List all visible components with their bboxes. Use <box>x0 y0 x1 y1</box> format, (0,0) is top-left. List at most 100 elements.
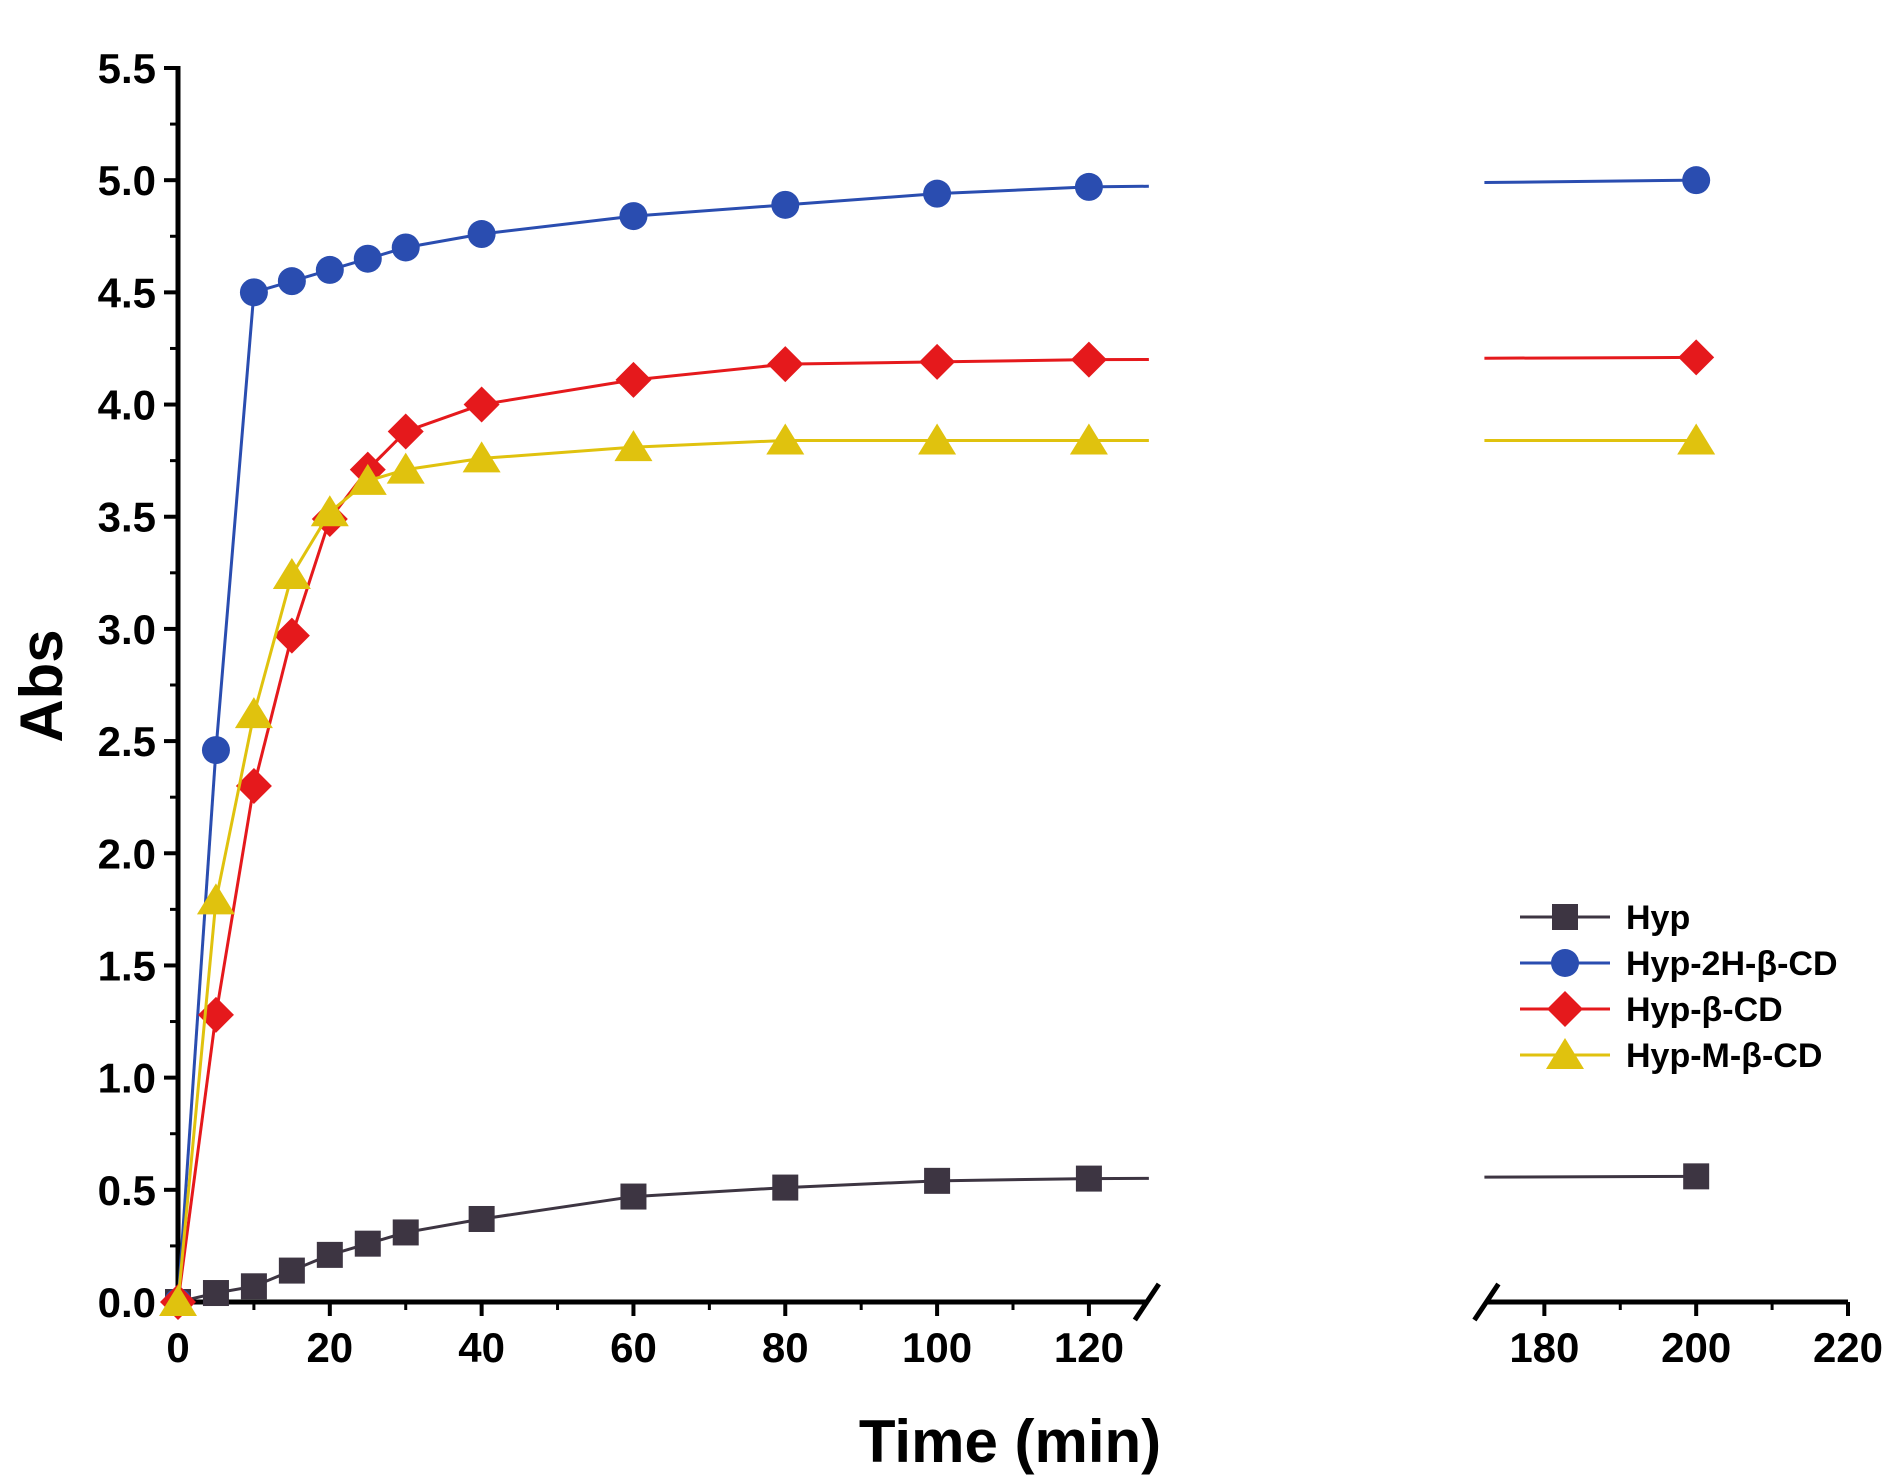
legend-label: Hyp <box>1626 899 1690 937</box>
series-group <box>165 1163 1710 1315</box>
legend-marker <box>1547 991 1583 1027</box>
y-tick-label: 0.0 <box>98 1279 156 1326</box>
data-point <box>315 255 344 284</box>
series-line-segment <box>405 456 482 472</box>
y-tick-label: 2.5 <box>98 718 156 765</box>
data-point <box>771 190 800 219</box>
x-tick-label: 0 <box>166 1324 189 1371</box>
data-point <box>919 343 956 380</box>
data-point <box>1682 166 1711 195</box>
series-group <box>159 423 1716 1316</box>
data-point <box>615 361 652 398</box>
data-point <box>918 423 957 455</box>
data-point <box>353 244 382 273</box>
series-line-segment <box>481 378 634 407</box>
data-point <box>201 736 230 765</box>
legend-item: Hyp <box>1520 899 1690 937</box>
data-point <box>1678 339 1715 376</box>
data-point <box>196 883 235 915</box>
legend-label: Hyp-M-β-CD <box>1626 1037 1822 1075</box>
data-point <box>1069 423 1108 455</box>
x-tick-label: 200 <box>1661 1324 1731 1371</box>
data-point <box>234 697 273 729</box>
data-point <box>772 1174 799 1201</box>
y-tick-label: 4.0 <box>98 382 156 429</box>
data-point <box>1070 341 1107 378</box>
x-tick-label: 100 <box>902 1324 972 1371</box>
data-point <box>316 1241 343 1268</box>
data-point <box>391 233 420 262</box>
legend-item: Hyp-M-β-CD <box>1520 1037 1822 1075</box>
y-tick-label: 1.5 <box>98 942 156 989</box>
legend-label: Hyp-2H-β-CD <box>1626 945 1838 983</box>
series-line-segment <box>633 1186 786 1199</box>
y-tick-label: 3.5 <box>98 494 156 541</box>
legend-marker <box>1551 949 1579 977</box>
x-tick-label: 40 <box>458 1324 505 1371</box>
legend-marker <box>1552 904 1578 930</box>
data-point <box>620 1183 647 1210</box>
data-point <box>235 767 272 804</box>
data-point <box>392 1219 419 1246</box>
y-axis-title: Abs <box>8 629 75 742</box>
data-point <box>240 1273 267 1300</box>
x-tick-label: 180 <box>1509 1324 1579 1371</box>
data-point <box>310 495 349 527</box>
data-point <box>619 202 648 231</box>
series-line-segment <box>252 635 294 787</box>
series-line-segment <box>214 292 256 751</box>
x-tick-label: 20 <box>306 1324 353 1371</box>
data-point <box>766 423 805 455</box>
y-tick-label: 4.5 <box>98 269 156 316</box>
series-group <box>160 339 1715 1320</box>
data-point <box>277 267 306 296</box>
series-group <box>164 166 1711 1316</box>
series-line-segment <box>481 214 634 236</box>
data-point <box>463 386 500 423</box>
x-tick-label: 220 <box>1813 1324 1883 1371</box>
y-tick-label: 5.5 <box>98 45 156 92</box>
series-line-segment <box>214 713 256 901</box>
series-line-segment <box>1484 355 1697 360</box>
axes: 0.0 0.5 1.0 1.5 2.0 2.5 3.0 3.5 4.0 4.5 5.0 5.5 0 20 4… <box>98 45 1883 1371</box>
series-line-segment <box>785 192 938 207</box>
data-point <box>278 1257 305 1284</box>
legend-item: Hyp-β-CD <box>1520 991 1783 1029</box>
data-point <box>462 441 501 473</box>
series-line-segment <box>252 574 294 715</box>
series-line-segment <box>785 1179 938 1190</box>
data-point <box>1075 1165 1102 1192</box>
x-tick-label: 60 <box>610 1324 657 1371</box>
data-point <box>239 278 268 307</box>
y-tick-label: 3.0 <box>98 606 156 653</box>
series-line-segment <box>937 358 1089 364</box>
series-line-segment <box>633 362 786 382</box>
data-point <box>614 430 653 462</box>
x-tick-label: 80 <box>762 1324 809 1371</box>
data-point <box>1683 1163 1710 1190</box>
series-line-segment <box>176 1014 218 1303</box>
data-point <box>354 1230 381 1257</box>
data-point <box>467 220 496 249</box>
data-point <box>387 413 424 450</box>
series-line-segment <box>937 185 1089 196</box>
data-point <box>924 1167 951 1194</box>
y-tick-label: 1.0 <box>98 1055 156 1102</box>
series-layer <box>159 166 1716 1320</box>
series-line-segment <box>176 749 218 1303</box>
series-line-segment <box>481 1195 634 1221</box>
data-point <box>386 452 425 484</box>
series-line-segment <box>214 785 256 1016</box>
data-point <box>767 346 804 383</box>
series-line-segment <box>785 360 938 366</box>
series-line-segment <box>633 438 786 449</box>
series-line-segment <box>1484 1174 1697 1179</box>
data-point <box>1677 423 1716 455</box>
axis-break-mark <box>1472 1282 1501 1322</box>
data-point <box>468 1205 495 1232</box>
x-axis-title: Time (min) <box>859 1408 1161 1475</box>
series-line-segment <box>1484 178 1697 185</box>
data-point <box>159 1285 197 1316</box>
data-point <box>273 617 310 654</box>
